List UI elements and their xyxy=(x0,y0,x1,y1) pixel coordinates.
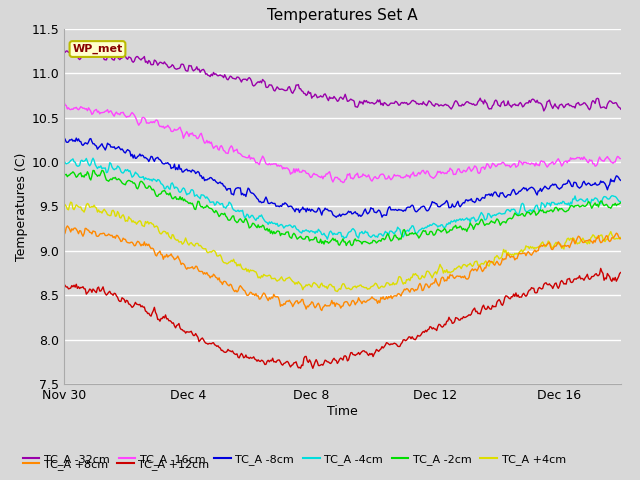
Legend: TC_A -32cm, TC_A -16cm, TC_A -8cm, TC_A -4cm, TC_A -2cm, TC_A +4cm: TC_A -32cm, TC_A -16cm, TC_A -8cm, TC_A … xyxy=(19,450,570,469)
Y-axis label: Temperatures (C): Temperatures (C) xyxy=(15,152,29,261)
Legend: TC_A +8cm, TC_A +12cm: TC_A +8cm, TC_A +12cm xyxy=(19,455,214,474)
Text: WP_met: WP_met xyxy=(72,44,123,54)
X-axis label: Time: Time xyxy=(327,405,358,418)
Title: Temperatures Set A: Temperatures Set A xyxy=(267,9,418,24)
